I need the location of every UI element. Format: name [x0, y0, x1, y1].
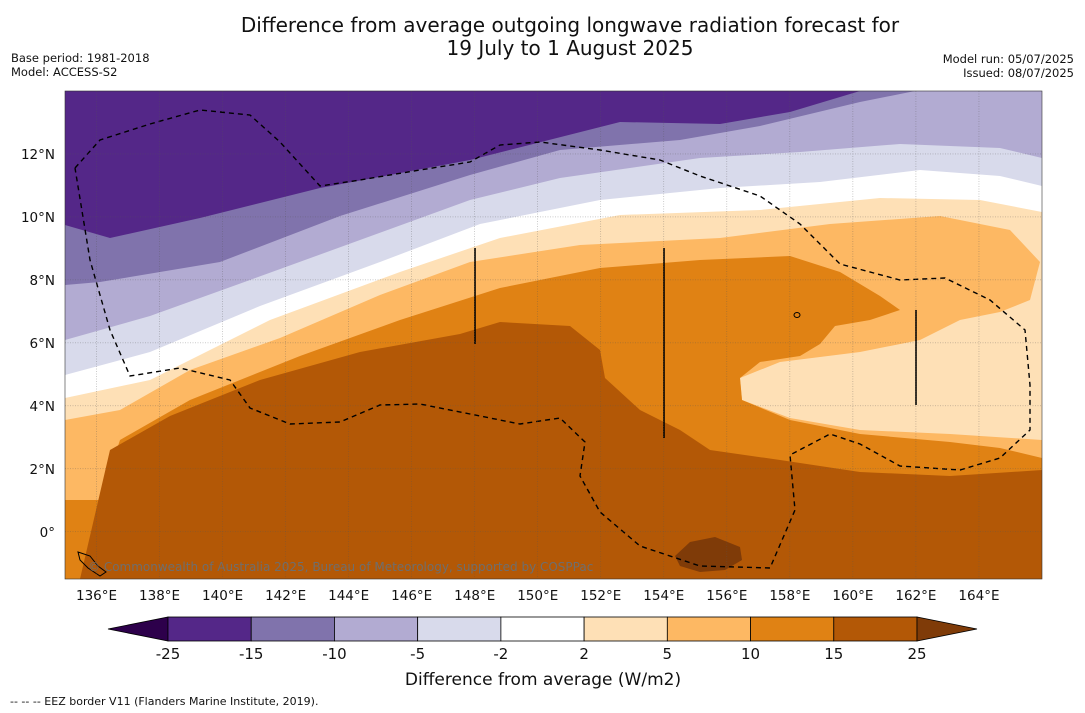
x-axis-ticks: 136°E 138°E 140°E 142°E 144°E 146°E 148°E 150°E… [76, 588, 1000, 604]
x-tick-label: 148°E [454, 588, 495, 604]
eez-border [74, 109, 1031, 569]
gridlines [65, 91, 1042, 579]
colorbar-tick-label: 2 [579, 645, 589, 663]
x-tick-label: 152°E [580, 588, 621, 604]
y-tick-label: 12°N [21, 147, 55, 163]
x-tick-label: 142°E [265, 588, 306, 604]
base-period: Base period: 1981-2018 [11, 51, 150, 65]
x-tick-label: 156°E [706, 588, 747, 604]
x-tick-label: 150°E [517, 588, 558, 604]
x-tick-label: 136°E [76, 588, 117, 604]
colorbar-swatch [583, 616, 668, 642]
colorbar-tick-label: -10 [322, 645, 347, 663]
map-frame [64, 90, 1043, 580]
title-line-1: Difference from average outgoing longwav… [240, 13, 900, 37]
colorbar-tick-label: -5 [410, 645, 425, 663]
model-run: Model run: 05/07/2025 [942, 52, 1074, 66]
meta-right: Model run: 05/07/2025 Issued: 08/07/2025 [943, 52, 1074, 80]
x-tick-label: 140°E [202, 588, 243, 604]
colorbar-tick-label: 10 [741, 645, 760, 663]
colorbar-swatch [334, 616, 419, 642]
copyright-text: © Commonwealth of Australia 2025, Bureau… [88, 560, 593, 574]
y-tick-label: 10°N [21, 210, 55, 226]
x-tick-label: 144°E [328, 588, 369, 604]
y-tick-label: 2°N [30, 462, 55, 478]
band-plus15 [80, 322, 1042, 579]
y-tick-label: 0° [40, 525, 55, 541]
colorbar-swatch [750, 616, 835, 642]
colorbar-tick-label: 25 [907, 645, 926, 663]
y-axis-ticks: 0° 2°N 4°N 6°N 8°N 10°N 12°N [21, 147, 55, 541]
colorbar-swatch [916, 616, 978, 642]
colorbar-tick-label: 15 [824, 645, 843, 663]
colorbar-label: Difference from average (W/m2) [405, 670, 681, 690]
meta-left: Base period: 1981-2018 Model: ACCESS-S2 [11, 51, 150, 79]
map-area [65, 91, 1042, 579]
colorbar: -25 -15 -10 -5 -2 2 5 10 15 25 [107, 616, 978, 663]
colorbar-swatch [107, 616, 169, 642]
eez-footnote: -- -- -- EEZ border V11 (Flanders Marine… [10, 695, 319, 708]
x-tick-label: 146°E [391, 588, 432, 604]
colorbar-tick-label: -25 [156, 645, 181, 663]
colorbar-swatch [500, 616, 585, 642]
x-tick-label: 162°E [895, 588, 936, 604]
colorbar-swatch [250, 616, 335, 642]
y-tick-label: 8°N [30, 273, 55, 289]
colorbar-tick-label: -15 [239, 645, 264, 663]
colorbar-tick-label: -2 [493, 645, 508, 663]
model-name: Model: ACCESS-S2 [11, 65, 118, 79]
x-tick-label: 154°E [643, 588, 684, 604]
x-tick-label: 158°E [769, 588, 810, 604]
colorbar-tick-label: 5 [663, 645, 673, 663]
title-line-2: 19 July to 1 August 2025 [446, 36, 694, 60]
colorbar-swatch [666, 616, 751, 642]
island-outline [77, 551, 107, 577]
colorbar-swatch [417, 616, 502, 642]
island-outline [793, 312, 801, 318]
colorbar-swatch [833, 616, 918, 642]
issued-date: Issued: 08/07/2025 [963, 66, 1074, 80]
chart-title: Difference from average outgoing longwav… [170, 14, 970, 60]
x-tick-label: 138°E [139, 588, 180, 604]
band-plus25 [675, 537, 742, 572]
y-tick-label: 4°N [30, 399, 55, 415]
x-tick-label: 160°E [832, 588, 873, 604]
x-tick-label: 164°E [958, 588, 999, 604]
colorbar-swatch [167, 616, 252, 642]
y-tick-label: 6°N [30, 336, 55, 352]
